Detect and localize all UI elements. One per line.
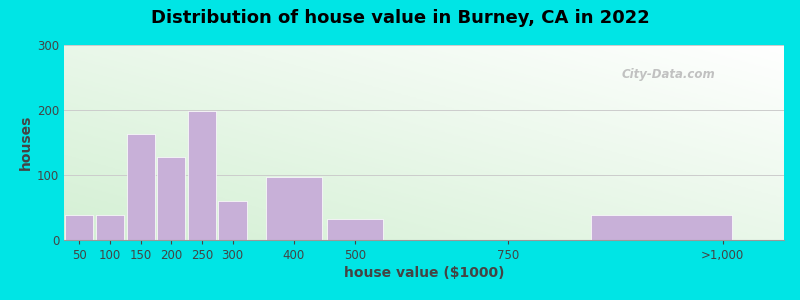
- Bar: [266, 177, 322, 240]
- Bar: [96, 215, 124, 240]
- Bar: [591, 215, 732, 240]
- Text: City-Data.com: City-Data.com: [622, 68, 716, 81]
- Bar: [218, 201, 246, 240]
- Bar: [66, 215, 94, 240]
- Y-axis label: houses: houses: [18, 115, 33, 170]
- Bar: [126, 134, 154, 240]
- Bar: [188, 111, 216, 240]
- Bar: [327, 218, 383, 240]
- Bar: [157, 157, 186, 240]
- Text: Distribution of house value in Burney, CA in 2022: Distribution of house value in Burney, C…: [150, 9, 650, 27]
- X-axis label: house value ($1000): house value ($1000): [344, 266, 504, 280]
